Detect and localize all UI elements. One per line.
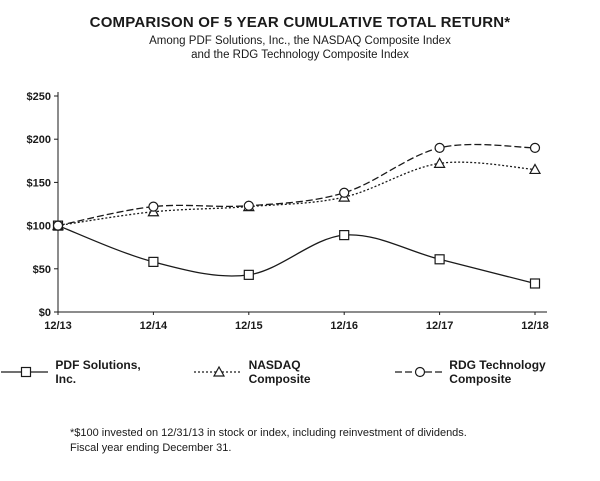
y-tick-label: $250 (27, 91, 51, 103)
legend-swatch-circle-icon (394, 366, 443, 378)
y-tick-label: $150 (27, 177, 51, 189)
marker-square (339, 230, 350, 241)
chart-title: COMPARISON OF 5 YEAR CUMULATIVE TOTAL RE… (89, 14, 511, 31)
chart-legend: PDF Solutions, Inc. NASDAQ Composite RDG T… (0, 358, 600, 386)
marker-triangle (213, 365, 226, 377)
chart-subtitle-line2: and the RDG Technology Composite Index (191, 49, 409, 61)
y-tick-label: $200 (27, 134, 51, 146)
marker-triangle (528, 163, 542, 175)
footnote-line2: Fiscal year ending December 31. (70, 442, 232, 454)
marker-square (529, 278, 541, 289)
marker-square (20, 366, 32, 378)
legend-item-triangle: NASDAQ Composite (193, 358, 358, 386)
legend-label: PDF Solutions, Inc. (55, 358, 141, 386)
x-tick-label: 12/16 (330, 320, 358, 332)
line-chart: $0 $50 $100 $150 $200 $250 12/13 12/14 12/15 12/1… (27, 91, 549, 332)
marker-circle (414, 366, 425, 378)
legend-label: NASDAQ Composite (248, 358, 311, 386)
marker-triangle (433, 157, 446, 168)
series-line-circle (57, 143, 536, 227)
legend-item-square: PDF Solutions, Inc. (0, 358, 157, 386)
marker-circle (529, 142, 541, 153)
x-tick-label: 12/17 (426, 320, 454, 332)
y-tick-label: $100 (27, 221, 51, 233)
marker-circle (148, 201, 159, 212)
footnote-line1: *$100 invested on 12/31/13 in stock or i… (70, 427, 467, 439)
marker-square (148, 256, 159, 267)
chart-subtitle-line1: Among PDF Solutions, Inc., the NASDAQ Co… (149, 35, 451, 47)
x-tick-label: 12/18 (521, 320, 549, 332)
y-tick-label: $0 (39, 307, 51, 319)
marker-circle (243, 200, 254, 211)
legend-item-circle: RDG Technology Composite (394, 358, 600, 386)
marker-square (434, 254, 445, 265)
series-line-square (57, 224, 536, 285)
x-tick-label: 12/15 (235, 320, 263, 332)
marker-circle (434, 142, 445, 153)
chart-footnote: *$100 invested on 12/31/13 in stock or i… (70, 426, 600, 456)
x-tick-label: 12/14 (140, 320, 168, 332)
marker-circle (52, 220, 64, 231)
legend-swatch-triangle-icon (194, 365, 242, 377)
y-tick-label: $50 (33, 264, 51, 276)
legend-label: RDG Technology Composite (449, 358, 546, 386)
marker-square (243, 269, 254, 280)
marker-circle (339, 187, 350, 198)
legend-swatch-square-icon (1, 366, 49, 378)
series-line-triangle (57, 161, 536, 227)
x-tick-label: 12/13 (44, 320, 72, 332)
